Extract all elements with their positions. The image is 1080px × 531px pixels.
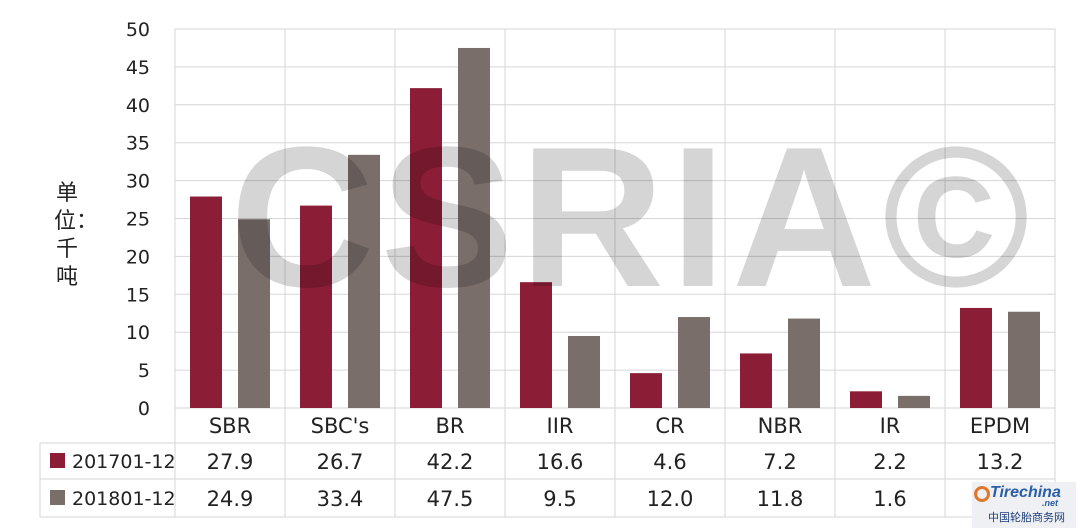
category-label: CR: [655, 414, 684, 438]
category-label: IR: [880, 414, 901, 438]
bar-201701-12-SBC's: [300, 205, 332, 408]
y-tick-label: 35: [126, 133, 150, 155]
legend-swatch: [50, 490, 65, 505]
category-label: SBC's: [311, 414, 370, 438]
data-label: 26.7: [317, 450, 364, 474]
bar-201801-12-SBC's: [348, 154, 380, 408]
y-tick-label: 25: [126, 209, 150, 231]
data-label: 9.5: [543, 487, 576, 511]
bar-201801-12-SBR: [238, 219, 270, 408]
data-table: SBR SBC's BR IIR CR NBR IR EPDM 201701-12 27.9 26.…: [50, 414, 1030, 511]
logo-ring-icon: [974, 486, 990, 502]
bar-201701-12-BR: [410, 88, 442, 409]
y-tick-label: 10: [126, 322, 150, 344]
data-label: 12.0: [647, 487, 694, 511]
data-label: 27.9: [207, 450, 254, 474]
logo-cn: 中国轮胎商务网: [988, 511, 1065, 524]
data-label: 16.6: [537, 450, 584, 474]
category-label: BR: [436, 414, 465, 438]
legend-swatch: [50, 453, 65, 468]
bar-201801-12-BR: [458, 47, 490, 408]
legend-label: 201701-12: [72, 451, 176, 473]
data-label: 47.5: [427, 487, 474, 511]
data-label: 2.2: [873, 450, 906, 474]
bar-201801-12-IR: [898, 395, 930, 408]
y-tick-label: 50: [126, 19, 150, 41]
data-label: 11.8: [757, 487, 804, 511]
data-label: 1.6: [873, 487, 906, 511]
data-label: 33.4: [317, 487, 364, 511]
y-tick-label: 20: [126, 246, 150, 268]
data-label: 24.9: [207, 487, 254, 511]
site-logo: Tirechina .net 中国轮胎商务网: [972, 482, 1076, 528]
category-label: IIR: [547, 414, 574, 438]
y-tick-label: 0: [138, 398, 150, 420]
bar-201701-12-IR: [850, 391, 882, 408]
bar-201701-12-IIR: [520, 282, 552, 408]
category-label: NBR: [758, 414, 803, 438]
data-label: 7.2: [763, 450, 796, 474]
bar-201801-12-CR: [678, 317, 710, 408]
data-label: 4.6: [653, 450, 686, 474]
data-label: 13.2: [977, 450, 1024, 474]
bars: [190, 47, 1040, 409]
data-label: 42.2: [427, 450, 474, 474]
y-ticks: 0 5 10 15 20 25 30 35 40 45 50: [126, 19, 150, 420]
legend-label: 201801-12: [72, 488, 176, 510]
bar-201701-12-NBR: [740, 353, 772, 408]
bar-201701-12-SBR: [190, 196, 222, 408]
y-tick-label: 40: [126, 95, 150, 117]
y-tick-label: 45: [126, 57, 150, 79]
y-tick-label: 30: [126, 171, 150, 193]
y-tick-label: 15: [126, 284, 150, 306]
bar-201801-12-EPDM: [1008, 311, 1040, 408]
category-label: EPDM: [970, 414, 1030, 438]
bar-201801-12-NBR: [788, 318, 820, 408]
bar-201701-12-EPDM: [960, 307, 992, 408]
bar-201801-12-IIR: [568, 335, 600, 408]
y-tick-label: 5: [138, 360, 150, 382]
logo-text: Tirechina: [990, 484, 1061, 501]
gridlines: [39, 28, 1056, 518]
bar-201701-12-CR: [630, 373, 662, 408]
logo-sub: .net: [1042, 498, 1059, 508]
y-axis-label: 单位：千吨: [54, 181, 99, 290]
category-label: SBR: [209, 414, 251, 438]
